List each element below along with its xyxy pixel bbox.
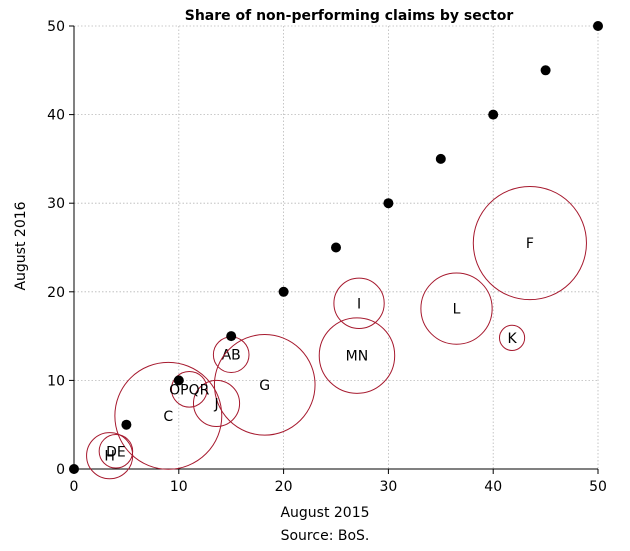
bubble-label-ab: AB xyxy=(222,348,241,364)
bubble-label-mn: MN xyxy=(346,349,369,365)
y-axis-label: August 2016 xyxy=(13,201,29,290)
x-axis-label: August 2015 xyxy=(280,505,369,521)
reference-point xyxy=(488,109,499,120)
bubble-mn xyxy=(318,317,396,394)
reference-point xyxy=(435,153,446,164)
bubble-label-i: I xyxy=(357,296,361,312)
bubble-opqr xyxy=(170,370,208,408)
y-tick-label: 50 xyxy=(47,19,65,35)
x-tick-label: 20 xyxy=(275,479,293,495)
x-ticks: 0 10 20 30 40 50 xyxy=(70,479,607,495)
bubble-label-c: C xyxy=(163,409,173,425)
reference-points xyxy=(69,21,603,474)
y-tick-label: 10 xyxy=(47,373,65,389)
reference-point xyxy=(593,21,603,31)
x-tick-label: 40 xyxy=(484,479,502,495)
y-tick-label: 30 xyxy=(47,196,65,212)
y-tick-label: 20 xyxy=(47,285,65,301)
source-note: Source: BoS. xyxy=(281,528,370,544)
reference-point xyxy=(226,331,237,342)
reference-point xyxy=(383,198,394,209)
bubble-label-opqr: OPQR xyxy=(169,382,209,398)
grid xyxy=(74,25,599,469)
y-tick-label: 0 xyxy=(56,462,65,478)
bubble-label-k: K xyxy=(507,331,517,347)
chart-title: Share of non-performing claims by sector xyxy=(185,8,514,24)
reference-point xyxy=(278,286,289,297)
bubble-label-j: J xyxy=(213,396,218,412)
y-tick-label: 40 xyxy=(47,108,65,124)
reference-point xyxy=(173,375,184,386)
x-tick-label: 30 xyxy=(379,479,397,495)
bubble-l xyxy=(420,272,493,345)
x-tick-label: 0 xyxy=(70,479,79,495)
bubbles: AB C DE F G H I J K L MN OPQR xyxy=(86,185,587,480)
x-tick-label: 50 xyxy=(589,479,607,495)
x-tick-label: 10 xyxy=(170,479,188,495)
y-ticks: 0 10 20 30 40 50 xyxy=(47,19,65,478)
reference-point xyxy=(121,419,132,430)
bubble-j xyxy=(192,379,241,427)
bubble-label-g: G xyxy=(259,378,270,394)
reference-point xyxy=(331,242,341,253)
bubble-k xyxy=(498,324,526,351)
reference-point xyxy=(540,65,551,76)
bubble-i xyxy=(333,277,385,329)
bubble-h xyxy=(86,432,134,480)
bubble-label-h: H xyxy=(104,449,115,465)
bubble-label-f: F xyxy=(526,236,534,252)
reference-point xyxy=(69,464,79,474)
bubble-f xyxy=(472,185,587,301)
bubble-label-l: L xyxy=(453,302,461,318)
bubble-label-de: DE xyxy=(106,444,126,460)
bubble-c xyxy=(114,361,223,470)
bubble-g xyxy=(213,334,316,436)
